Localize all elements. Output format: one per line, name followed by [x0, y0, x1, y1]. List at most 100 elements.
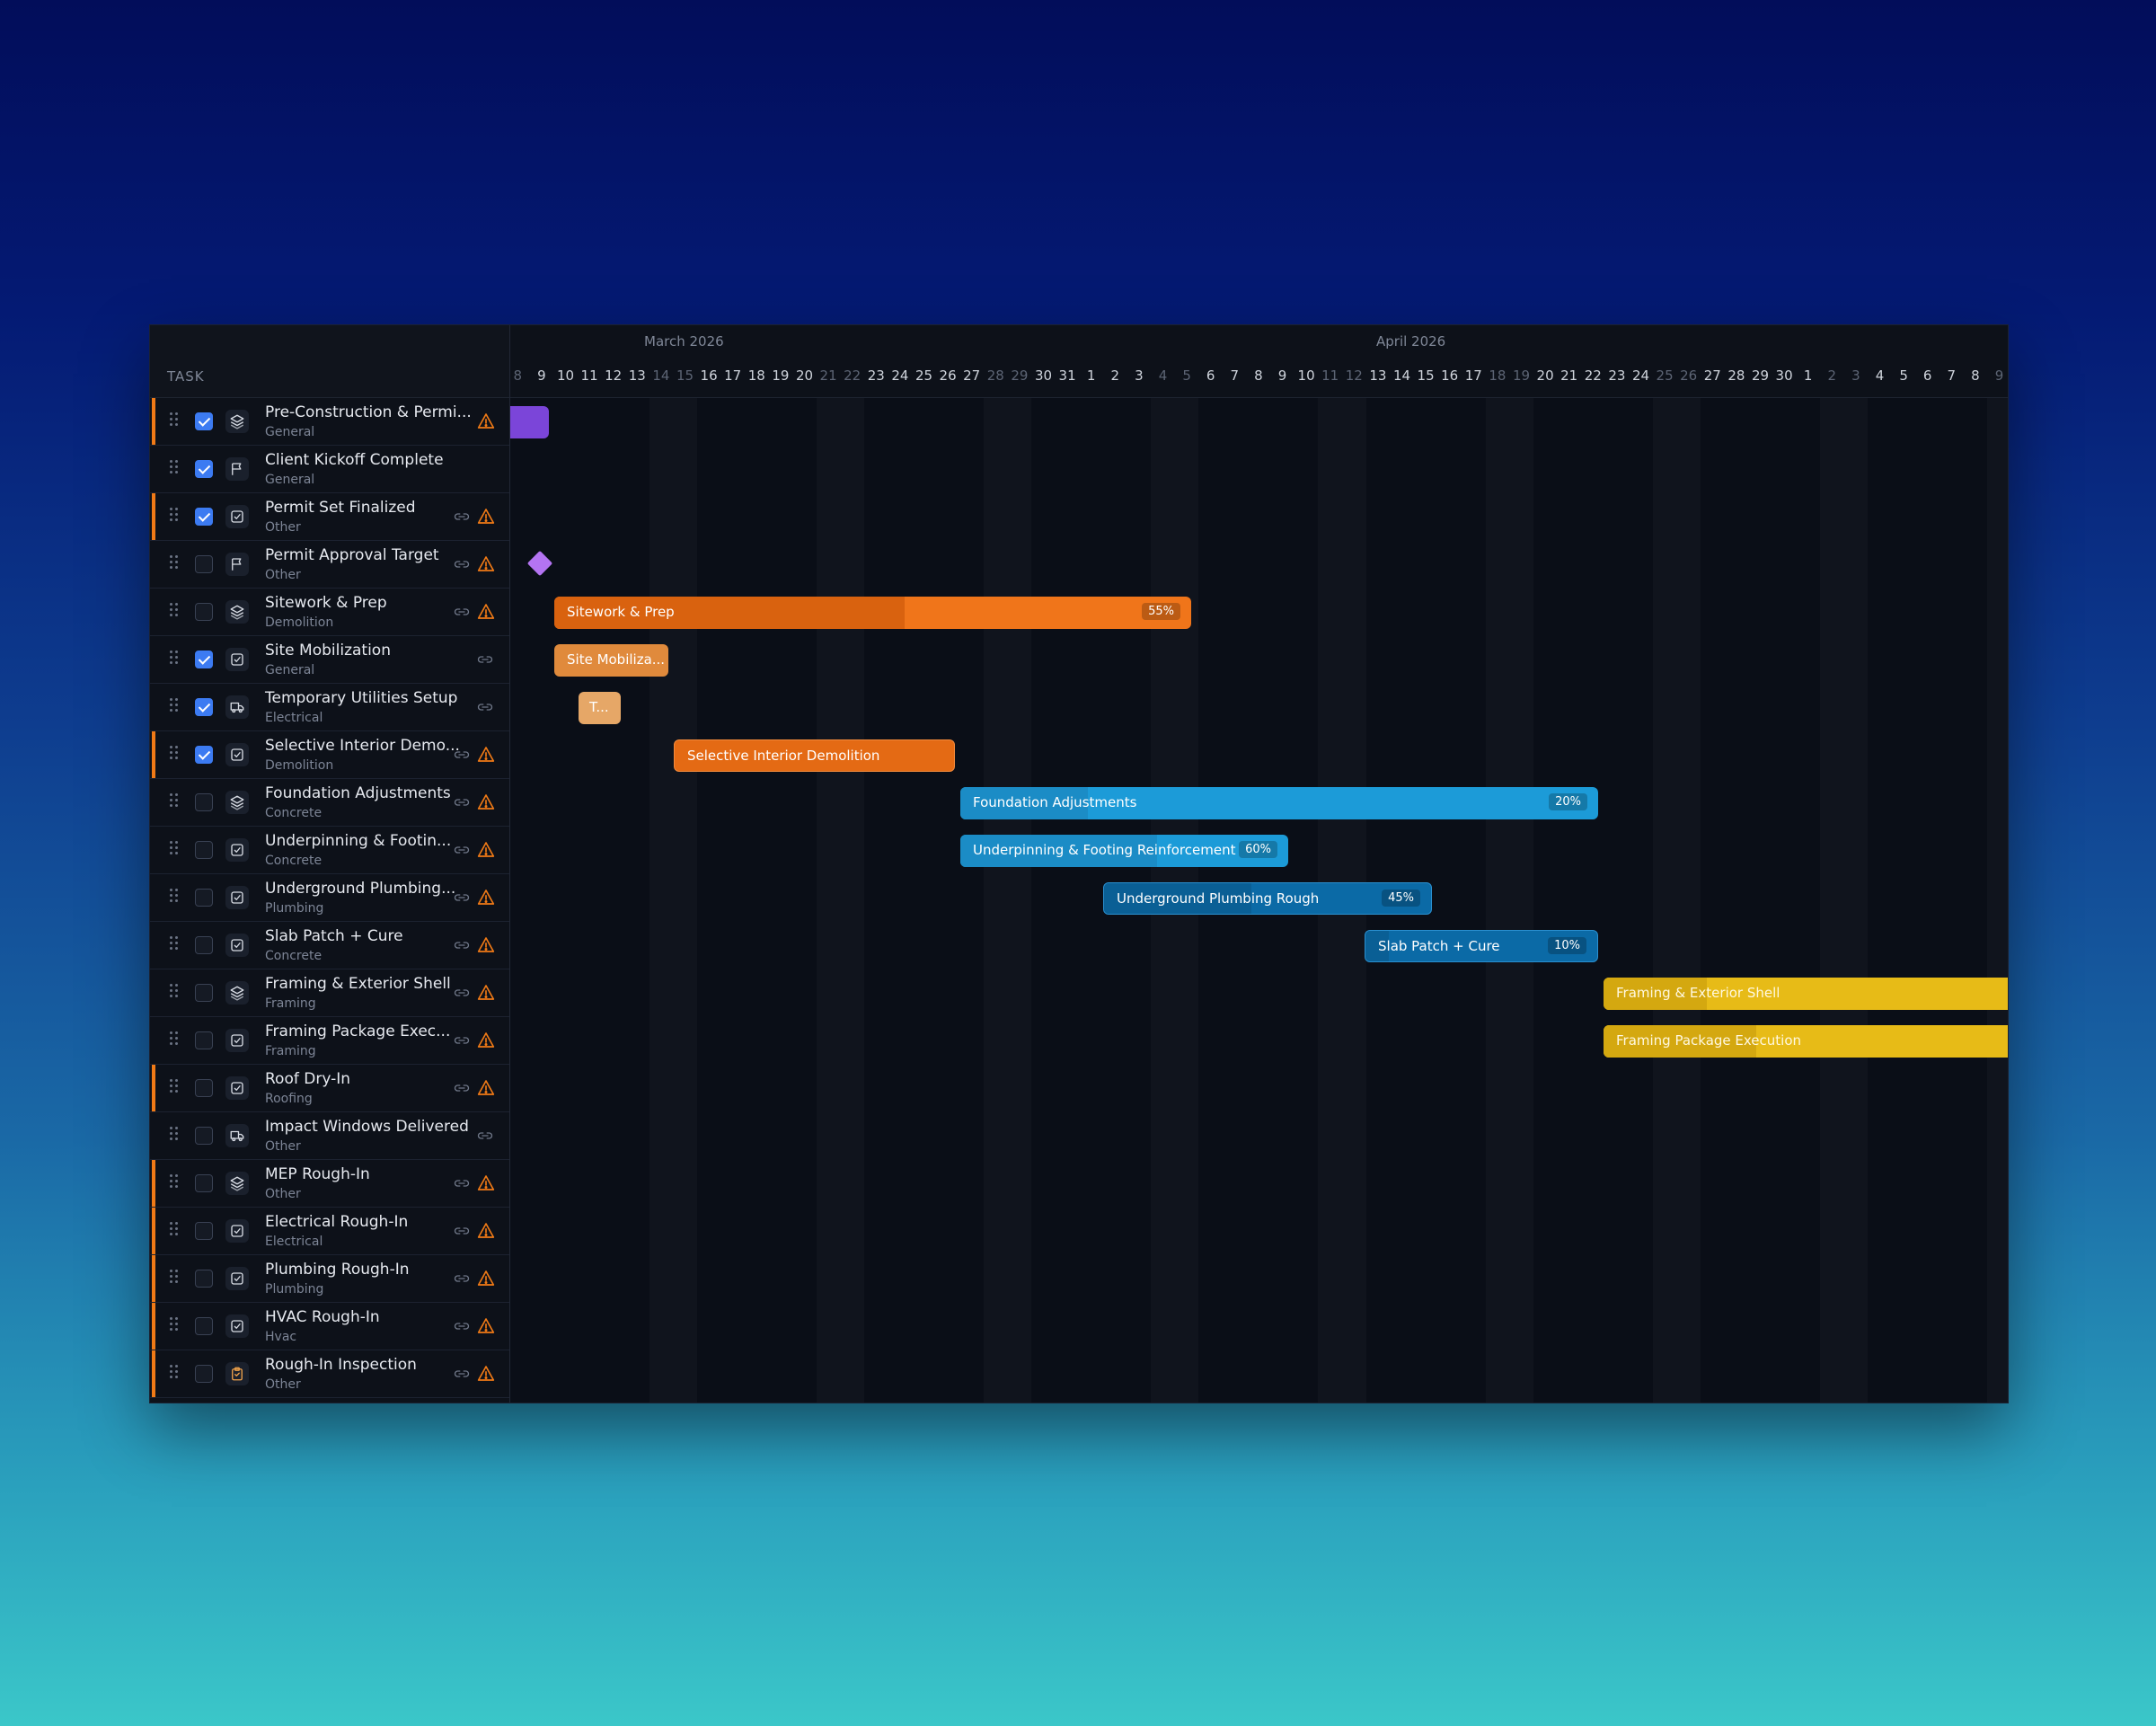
task-checkbox[interactable] [195, 889, 213, 907]
milestone-diamond-permit-approval[interactable] [526, 550, 553, 577]
gantt-bar-sitework-prep[interactable]: Sitework & Prep 55% [554, 597, 1191, 629]
drag-handle-icon[interactable] [170, 841, 179, 857]
task-row[interactable]: Underpinning & Footin... Concrete [150, 827, 509, 874]
drag-handle-icon[interactable] [170, 1270, 179, 1286]
link-icon[interactable] [454, 1176, 470, 1193]
task-checkbox[interactable] [195, 1222, 213, 1240]
task-checkbox[interactable] [195, 1127, 213, 1145]
task-row[interactable]: Rough-In Inspection Other [150, 1350, 509, 1398]
task-row[interactable]: Temporary Utilities Setup Electrical [150, 684, 509, 731]
task-checkbox[interactable] [195, 1031, 213, 1049]
drag-handle-icon[interactable] [170, 555, 179, 571]
warning-icon[interactable] [477, 1317, 495, 1338]
task-checkbox[interactable] [195, 651, 213, 668]
gantt-bar-foundation-adjustments[interactable]: Foundation Adjustments 20% [960, 787, 1598, 819]
task-checkbox[interactable] [195, 1365, 213, 1383]
task-row[interactable]: Electrical Rough-In Electrical [150, 1208, 509, 1255]
task-checkbox[interactable] [195, 603, 213, 621]
gantt-bar-framing-package-execution[interactable]: Framing Package Execution [1604, 1025, 2008, 1058]
drag-handle-icon[interactable] [170, 793, 179, 810]
drag-handle-icon[interactable] [170, 936, 179, 952]
gantt-bar-slab-patch-cure[interactable]: Slab Patch + Cure 10% [1365, 930, 1598, 962]
link-icon[interactable] [454, 509, 470, 527]
task-row[interactable]: Permit Approval Target Other [150, 541, 509, 589]
gantt-bar-underpinning-footing[interactable]: Underpinning & Footing Reinforcement 60% [960, 835, 1288, 867]
warning-icon[interactable] [477, 603, 495, 624]
task-row[interactable]: Pre-Construction & Permi... General [150, 398, 509, 446]
gantt-bar-underground-plumbing[interactable]: Underground Plumbing Rough 45% [1103, 882, 1432, 915]
task-checkbox[interactable] [195, 698, 213, 716]
link-icon[interactable] [454, 1319, 470, 1336]
task-row[interactable]: MEP Rough-In Other [150, 1160, 509, 1208]
task-row[interactable]: Framing & Exterior Shell Framing [150, 969, 509, 1017]
gantt-bar-pre-construction[interactable] [509, 406, 549, 438]
task-checkbox[interactable] [195, 1079, 213, 1097]
gantt-bar-site-mobilization[interactable]: Site Mobiliza... [554, 644, 668, 677]
drag-handle-icon[interactable] [170, 1174, 179, 1190]
link-icon[interactable] [454, 986, 470, 1003]
link-icon[interactable] [454, 1367, 470, 1384]
link-icon[interactable] [454, 795, 470, 812]
warning-icon[interactable] [477, 793, 495, 814]
task-row[interactable]: Plumbing Rough-In Plumbing [150, 1255, 509, 1303]
drag-handle-icon[interactable] [170, 889, 179, 905]
task-row[interactable]: Roof Dry-In Roofing [150, 1065, 509, 1112]
drag-handle-icon[interactable] [170, 508, 179, 524]
warning-icon[interactable] [477, 1079, 495, 1100]
drag-handle-icon[interactable] [170, 1031, 179, 1048]
task-row[interactable]: Sitework & Prep Demolition [150, 589, 509, 636]
task-checkbox[interactable] [195, 746, 213, 764]
task-checkbox[interactable] [195, 793, 213, 811]
drag-handle-icon[interactable] [170, 1365, 179, 1381]
drag-handle-icon[interactable] [170, 603, 179, 619]
warning-icon[interactable] [477, 1174, 495, 1195]
task-checkbox[interactable] [195, 841, 213, 859]
drag-handle-icon[interactable] [170, 1079, 179, 1095]
task-row[interactable]: Underground Plumbing... Plumbing [150, 874, 509, 922]
task-row[interactable]: Slab Patch + Cure Concrete [150, 922, 509, 969]
drag-handle-icon[interactable] [170, 1127, 179, 1143]
task-checkbox[interactable] [195, 984, 213, 1002]
task-row[interactable]: Foundation Adjustments Concrete [150, 779, 509, 827]
task-row[interactable]: Client Kickoff Complete General [150, 446, 509, 493]
gantt-bar-selective-interior-demolition[interactable]: Selective Interior Demolition [674, 739, 955, 772]
link-icon[interactable] [454, 843, 470, 860]
warning-icon[interactable] [477, 889, 495, 909]
drag-handle-icon[interactable] [170, 651, 179, 667]
task-checkbox[interactable] [195, 1270, 213, 1288]
task-row[interactable]: Framing Package Exec... Framing [150, 1017, 509, 1065]
link-icon[interactable] [454, 1081, 470, 1098]
warning-icon[interactable] [477, 936, 495, 957]
warning-icon[interactable] [477, 746, 495, 766]
warning-icon[interactable] [477, 1222, 495, 1243]
task-checkbox[interactable] [195, 508, 213, 526]
task-checkbox[interactable] [195, 1317, 213, 1335]
drag-handle-icon[interactable] [170, 460, 179, 476]
warning-icon[interactable] [477, 555, 495, 576]
task-row[interactable]: Site Mobilization General [150, 636, 509, 684]
drag-handle-icon[interactable] [170, 698, 179, 714]
link-icon[interactable] [454, 938, 470, 955]
task-checkbox[interactable] [195, 936, 213, 954]
drag-handle-icon[interactable] [170, 984, 179, 1000]
task-checkbox[interactable] [195, 555, 213, 573]
link-icon[interactable] [454, 1271, 470, 1288]
warning-icon[interactable] [477, 1365, 495, 1385]
link-icon[interactable] [477, 652, 493, 669]
gantt-bar-framing-exterior-shell[interactable]: Framing & Exterior Shell [1604, 978, 2008, 1010]
drag-handle-icon[interactable] [170, 746, 179, 762]
warning-icon[interactable] [477, 1270, 495, 1290]
link-icon[interactable] [454, 557, 470, 574]
warning-icon[interactable] [477, 508, 495, 528]
warning-icon[interactable] [477, 841, 495, 862]
link-icon[interactable] [454, 890, 470, 907]
task-row[interactable]: Selective Interior Demo... Demolition [150, 731, 509, 779]
link-icon[interactable] [454, 605, 470, 622]
gantt-bar-temporary-utilities[interactable]: T... [579, 692, 621, 724]
task-row[interactable]: HVAC Rough-In Hvac [150, 1303, 509, 1350]
task-checkbox[interactable] [195, 412, 213, 430]
link-icon[interactable] [454, 748, 470, 765]
drag-handle-icon[interactable] [170, 412, 179, 429]
link-icon[interactable] [477, 700, 493, 717]
drag-handle-icon[interactable] [170, 1222, 179, 1238]
